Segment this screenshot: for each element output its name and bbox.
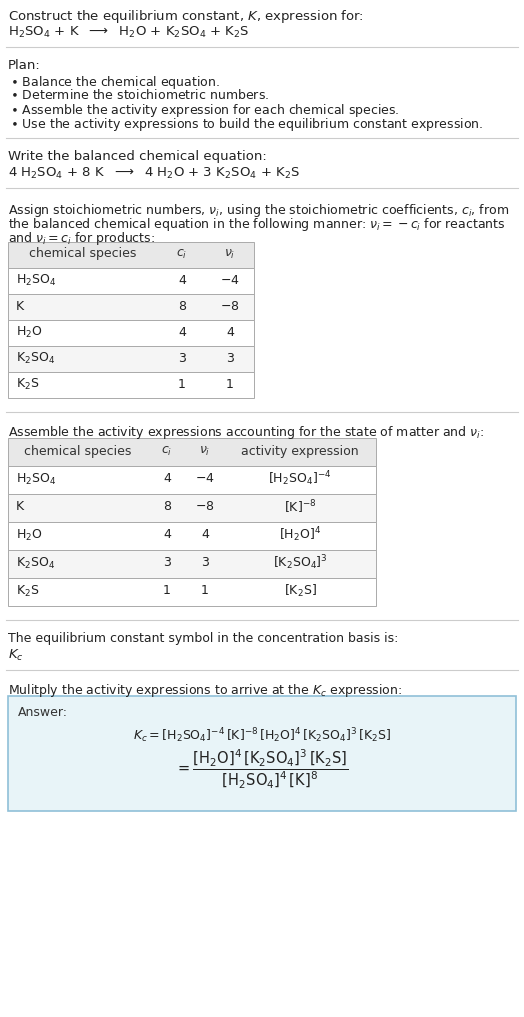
Text: 8: 8 (178, 299, 186, 312)
Text: the balanced chemical equation in the following manner: $\nu_i = -c_i$ for react: the balanced chemical equation in the fo… (8, 216, 506, 233)
Text: 4: 4 (178, 325, 186, 339)
Text: $-4$: $-4$ (220, 274, 240, 287)
Text: K: K (16, 299, 24, 312)
Text: Assemble the activity expressions accounting for the state of matter and $\nu_i$: Assemble the activity expressions accoun… (8, 424, 484, 441)
Text: $\bullet$ Balance the chemical equation.: $\bullet$ Balance the chemical equation. (10, 74, 220, 91)
Text: $\mathrm{H_2O}$: $\mathrm{H_2O}$ (16, 324, 42, 340)
Text: 1: 1 (201, 585, 209, 598)
Bar (8, 372, 254, 398)
Text: $\mathrm{H_2SO_4}$: $\mathrm{H_2SO_4}$ (16, 273, 56, 288)
Text: $\mathrm{K_2S}$: $\mathrm{K_2S}$ (16, 584, 39, 599)
Text: K: K (16, 500, 24, 514)
Text: $= \dfrac{[\mathrm{H_2O}]^{4}\,[\mathrm{K_2SO_4}]^{3}\,[\mathrm{K_2S}]}{[\mathrm: $= \dfrac{[\mathrm{H_2O}]^{4}\,[\mathrm{… (176, 747, 348, 791)
Text: $\mathrm{K_2S}$: $\mathrm{K_2S}$ (16, 376, 39, 392)
Text: $[\mathrm{K_2S}]$: $[\mathrm{K_2S}]$ (283, 583, 316, 599)
Text: 4: 4 (201, 529, 209, 541)
Text: 1: 1 (163, 585, 171, 598)
Text: 4: 4 (226, 325, 234, 339)
Text: Assign stoichiometric numbers, $\nu_i$, using the stoichiometric coefficients, $: Assign stoichiometric numbers, $\nu_i$, … (8, 202, 509, 219)
Text: Plan:: Plan: (8, 59, 41, 72)
Text: Construct the equilibrium constant, $K$, expression for:: Construct the equilibrium constant, $K$,… (8, 8, 364, 25)
Text: activity expression: activity expression (241, 444, 359, 458)
Text: Answer:: Answer: (18, 706, 68, 719)
Text: 3: 3 (163, 556, 171, 570)
Bar (8, 346, 254, 372)
Text: 8: 8 (163, 500, 171, 514)
Text: 3: 3 (178, 352, 186, 364)
Bar (8, 550, 376, 578)
Text: The equilibrium constant symbol in the concentration basis is:: The equilibrium constant symbol in the c… (8, 632, 398, 645)
Text: $[\mathrm{H_2SO_4}]^{-4}$: $[\mathrm{H_2SO_4}]^{-4}$ (268, 470, 332, 488)
Text: $\bullet$ Determine the stoichiometric numbers.: $\bullet$ Determine the stoichiometric n… (10, 88, 269, 102)
Text: $c_i$: $c_i$ (177, 247, 188, 260)
Bar (8, 466, 376, 494)
Text: $[\mathrm{K_2SO_4}]^{3}$: $[\mathrm{K_2SO_4}]^{3}$ (272, 553, 328, 573)
Text: $\mathrm{H_2O}$: $\mathrm{H_2O}$ (16, 528, 42, 542)
Text: 3: 3 (226, 352, 234, 364)
Text: $\mathrm{H_2SO_4}$ + K  $\longrightarrow$  $\mathrm{H_2O}$ + $\mathrm{K_2SO_4}$ : $\mathrm{H_2SO_4}$ + K $\longrightarrow$… (8, 25, 249, 40)
Text: 4: 4 (163, 529, 171, 541)
Bar (8, 522, 376, 550)
Text: 1: 1 (178, 377, 186, 391)
Bar (8, 438, 376, 466)
Text: 1: 1 (226, 377, 234, 391)
Text: $\mathrm{K_2SO_4}$: $\mathrm{K_2SO_4}$ (16, 555, 55, 571)
Text: $[\mathrm{H_2O}]^{4}$: $[\mathrm{H_2O}]^{4}$ (279, 526, 321, 544)
Text: $-8$: $-8$ (220, 299, 240, 312)
Bar (8, 242, 254, 268)
Text: $\mathrm{H_2SO_4}$: $\mathrm{H_2SO_4}$ (16, 472, 56, 486)
Text: $K_c = [\mathrm{H_2SO_4}]^{-4}\,[\mathrm{K}]^{-8}\,[\mathrm{H_2O}]^{4}\,[\mathrm: $K_c = [\mathrm{H_2SO_4}]^{-4}\,[\mathrm… (133, 726, 391, 744)
Text: $-8$: $-8$ (195, 500, 215, 514)
Text: Mulitply the activity expressions to arrive at the $K_c$ expression:: Mulitply the activity expressions to arr… (8, 682, 402, 699)
Text: chemical species: chemical species (29, 247, 137, 260)
Bar (8, 294, 254, 320)
Text: 4: 4 (163, 473, 171, 485)
Text: chemical species: chemical species (24, 444, 132, 458)
Text: $c_i$: $c_i$ (161, 444, 172, 458)
Text: $\bullet$ Assemble the activity expression for each chemical species.: $\bullet$ Assemble the activity expressi… (10, 102, 399, 119)
Bar (8, 494, 376, 522)
Text: $\mathrm{K_2SO_4}$: $\mathrm{K_2SO_4}$ (16, 351, 55, 365)
Text: $\bullet$ Use the activity expressions to build the equilibrium constant express: $\bullet$ Use the activity expressions t… (10, 116, 483, 133)
Text: $\nu_i$: $\nu_i$ (199, 444, 211, 458)
Text: $-4$: $-4$ (195, 473, 215, 485)
Text: and $\nu_i = c_i$ for products:: and $\nu_i = c_i$ for products: (8, 230, 155, 247)
Text: $[\mathrm{K}]^{-8}$: $[\mathrm{K}]^{-8}$ (284, 498, 316, 516)
Text: $\nu_i$: $\nu_i$ (224, 247, 236, 260)
Text: Write the balanced chemical equation:: Write the balanced chemical equation: (8, 149, 267, 163)
Text: $K_c$: $K_c$ (8, 648, 24, 663)
Bar (8, 578, 376, 606)
Bar (8, 696, 516, 811)
Bar (8, 320, 254, 346)
Text: 4: 4 (178, 274, 186, 287)
Text: 3: 3 (201, 556, 209, 570)
Bar (8, 268, 254, 294)
Text: 4 $\mathrm{H_2SO_4}$ + 8 K  $\longrightarrow$  4 $\mathrm{H_2O}$ + 3 $\mathrm{K_: 4 $\mathrm{H_2SO_4}$ + 8 K $\longrightar… (8, 166, 300, 181)
